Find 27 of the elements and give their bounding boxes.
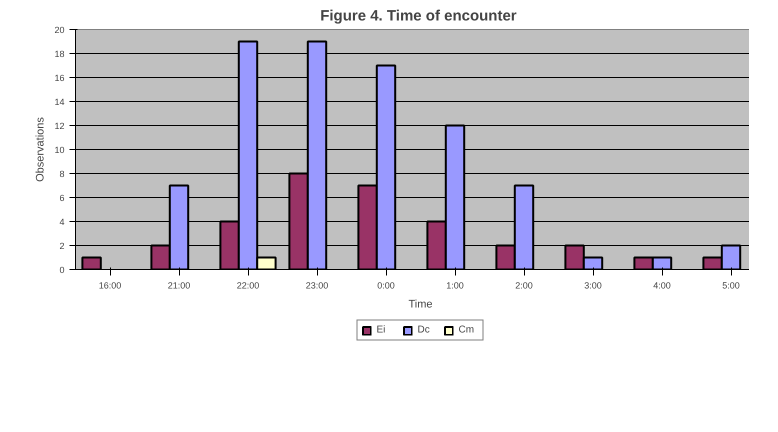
chart-title: Figure 4. Time of encounter bbox=[320, 8, 517, 24]
y-tick-label: 0 bbox=[59, 265, 65, 275]
y-tick-label: 18 bbox=[54, 49, 65, 59]
x-tick-label: 5:00 bbox=[722, 280, 740, 290]
x-tick-label: 16:00 bbox=[98, 280, 122, 290]
y-tick-label: 20 bbox=[54, 25, 65, 35]
x-tick-label: 1:00 bbox=[446, 280, 464, 290]
legend-label: Dc bbox=[418, 324, 431, 336]
legend-label: Ei bbox=[376, 324, 386, 336]
x-tick-label: 4:00 bbox=[653, 280, 671, 290]
y-tick-label: 8 bbox=[59, 169, 65, 179]
y-tick-label: 2 bbox=[59, 241, 65, 251]
x-tick-label: 21:00 bbox=[168, 280, 190, 290]
y-tick-label: 10 bbox=[54, 145, 65, 155]
x-tick-label: 0:00 bbox=[377, 280, 395, 290]
x-tick-label: 2:00 bbox=[515, 280, 533, 290]
legend-label: Cm bbox=[458, 324, 476, 336]
y-tick-label: 4 bbox=[59, 217, 65, 227]
y-tick-label: 6 bbox=[59, 193, 65, 203]
x-tick-label: 3:00 bbox=[584, 280, 602, 290]
x-tick-label: 23:00 bbox=[306, 280, 328, 290]
y-tick-label: 16 bbox=[54, 73, 65, 83]
y-axis-title: Observations bbox=[34, 116, 46, 182]
y-tick-label: 12 bbox=[54, 121, 65, 131]
x-axis-title: Time bbox=[408, 298, 433, 310]
y-tick-label: 14 bbox=[54, 97, 65, 107]
x-tick-label: 22:00 bbox=[236, 280, 260, 290]
